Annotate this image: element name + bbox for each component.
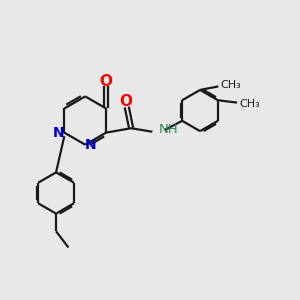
- Text: O: O: [100, 74, 112, 88]
- Text: CH₃: CH₃: [221, 80, 242, 90]
- Text: CH₃: CH₃: [239, 99, 260, 109]
- Text: N: N: [85, 138, 96, 152]
- Text: NH: NH: [159, 123, 178, 136]
- Text: N: N: [53, 126, 65, 140]
- Text: O: O: [120, 94, 133, 109]
